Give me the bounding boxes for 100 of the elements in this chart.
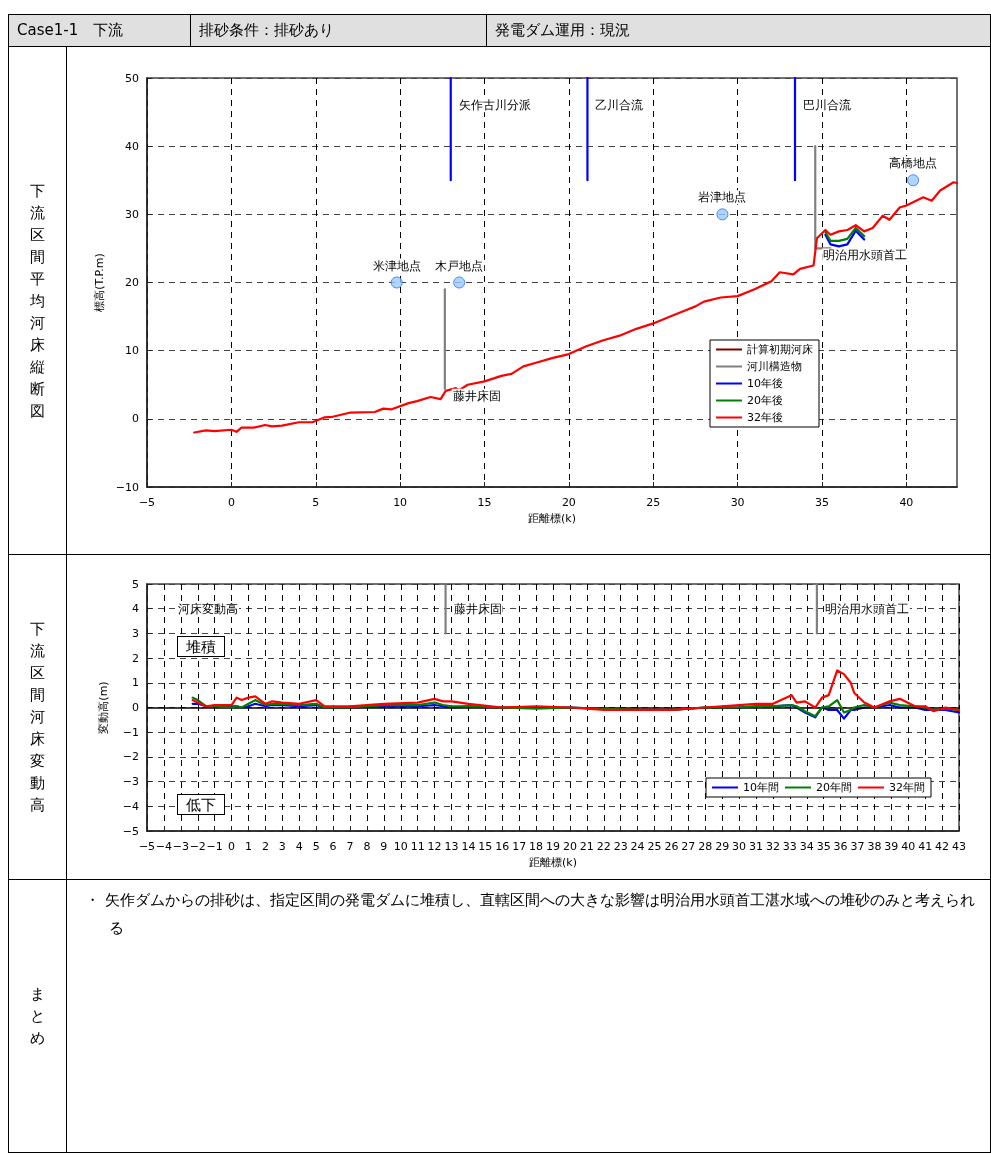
x-tick-label: 24 xyxy=(630,840,645,853)
annotation: 藤井床固 xyxy=(452,388,501,403)
chart-title: 下流区間河床変動高 xyxy=(30,620,45,814)
x-tick-label: 15 xyxy=(477,496,492,509)
x-tick-label: 38 xyxy=(867,840,882,853)
legend-label: 計算初期河床 xyxy=(747,343,813,356)
x-tick-label: 40 xyxy=(901,840,916,853)
x-tick-label: 1 xyxy=(245,840,252,853)
x-tick-label: −3 xyxy=(172,840,189,853)
x-tick-label: 30 xyxy=(732,840,747,853)
y-tick-label: 3 xyxy=(132,626,139,640)
legend-label: 20年間 xyxy=(816,781,853,794)
x-tick-label: 0 xyxy=(228,840,236,853)
x-axis-title: 距離標(k) xyxy=(529,856,577,869)
y-tick-label: −10 xyxy=(115,480,139,494)
x-tick-label: 13 xyxy=(444,840,459,853)
annotation: 米津地点 xyxy=(372,258,421,273)
legend-label: 32年間 xyxy=(889,781,925,794)
annotation: 巴川合流 xyxy=(803,98,851,113)
text: まとめ xyxy=(29,984,46,1049)
legend-label: 20年後 xyxy=(747,394,783,407)
x-tick-label: 5 xyxy=(312,840,320,853)
y-tick-label: 40 xyxy=(125,139,139,153)
x-tick-label: 16 xyxy=(495,840,510,853)
x-tick-label: 5 xyxy=(312,496,320,509)
x-tick-label: 36 xyxy=(833,840,848,853)
x-tick-label: 19 xyxy=(546,840,560,853)
x-tick-label: 34 xyxy=(799,840,814,853)
x-tick-label: 25 xyxy=(647,840,662,853)
y-tick-label: 5 xyxy=(132,577,139,591)
x-tick-label: 35 xyxy=(815,496,829,509)
x-tick-label: 27 xyxy=(681,840,696,853)
x-tick-label: 10 xyxy=(393,496,408,509)
annotation: 堆積 xyxy=(185,637,216,656)
x-tick-label: 35 xyxy=(816,840,831,853)
y-tick-label: 30 xyxy=(125,207,139,221)
x-tick-label: 39 xyxy=(884,840,899,853)
x-tick-label: 37 xyxy=(850,840,865,853)
y-tick-label: 2 xyxy=(132,651,139,665)
text: 発電ダム運用：現況 xyxy=(494,20,631,41)
annotation: 矢作古川分派 xyxy=(458,98,531,113)
annotation: 木戸地点 xyxy=(435,258,484,273)
y-tick-label: −5 xyxy=(122,824,139,838)
annotation: 河床変動高 xyxy=(178,602,238,616)
text: Case1-1 下流 xyxy=(9,15,191,46)
x-tick-label: 42 xyxy=(935,840,950,853)
annotation: 低下 xyxy=(186,795,216,814)
x-tick-label: 33 xyxy=(782,840,797,853)
x-tick-label: 43 xyxy=(952,840,966,853)
x-tick-label: 26 xyxy=(664,840,679,853)
text: ・ 矢作ダムからの排砂は、指定区間の発電ダムに堆積し、直轄区間への大きな影響は明治用水頭首工湛水域への堆砂のみと考えられる xyxy=(84,890,976,939)
x-tick-label: 10 xyxy=(393,840,408,853)
x-tick-label: 21 xyxy=(579,840,594,853)
legend-label: 10年後 xyxy=(747,377,783,390)
annotation: 乙川合流 xyxy=(595,98,644,113)
x-tick-label: 22 xyxy=(596,840,611,853)
x-tick-label: −1 xyxy=(206,840,223,853)
y-tick-label: 1 xyxy=(132,676,139,690)
x-tick-label: 32 xyxy=(765,840,780,853)
y-tick-label: 0 xyxy=(132,412,139,426)
x-tick-label: 29 xyxy=(715,840,730,853)
x-tick-label: 0 xyxy=(227,496,235,509)
y-axis-title: 標高(T.P.m) xyxy=(92,253,106,312)
x-tick-label: 30 xyxy=(730,496,745,509)
y-tick-label: −2 xyxy=(122,750,139,764)
annotation: 高橋地点 xyxy=(889,156,938,171)
x-tick-label: 41 xyxy=(918,840,933,853)
x-tick-label: 18 xyxy=(529,840,544,853)
x-tick-label: 8 xyxy=(363,840,371,853)
y-tick-label: −1 xyxy=(122,725,139,739)
x-tick-label: 23 xyxy=(613,840,628,853)
x-tick-label: 17 xyxy=(512,840,527,853)
y-tick-label: 0 xyxy=(132,701,139,714)
x-tick-label: 6 xyxy=(329,840,337,853)
text: 排砂条件：排砂あり xyxy=(191,15,487,46)
x-tick-label: 2 xyxy=(261,840,269,853)
x-tick-label: −2 xyxy=(189,840,206,853)
x-tick-label: 14 xyxy=(461,840,476,853)
x-tick-label: 9 xyxy=(380,840,388,853)
x-tick-label: −4 xyxy=(155,840,173,853)
x-tick-label: 31 xyxy=(749,840,763,853)
x-tick-label: 20 xyxy=(562,840,577,853)
annotation: 明治用水頭首工 xyxy=(823,248,908,263)
legend-label: 10年間 xyxy=(743,781,780,794)
x-tick-label: 40 xyxy=(899,496,914,509)
x-tick-label: 28 xyxy=(698,840,713,853)
annotation: 明治用水頭首工 xyxy=(824,601,909,616)
y-axis-title: 変動高(m) xyxy=(97,681,110,734)
x-tick-label: 3 xyxy=(278,840,286,853)
y-tick-label: 20 xyxy=(125,276,139,289)
legend-label: 河川構造物 xyxy=(747,360,802,373)
x-tick-label: 12 xyxy=(427,840,442,853)
legend-label: 32年後 xyxy=(747,411,783,424)
y-tick-label: 50 xyxy=(125,71,139,85)
y-tick-label: 4 xyxy=(132,602,139,616)
x-tick-label: 7 xyxy=(346,840,354,853)
x-tick-label: 11 xyxy=(410,840,425,853)
chart-title: 下流区間平均河床縦断図 xyxy=(30,181,45,420)
x-tick-label: 20 xyxy=(561,496,576,509)
y-tick-label: −4 xyxy=(122,799,139,813)
